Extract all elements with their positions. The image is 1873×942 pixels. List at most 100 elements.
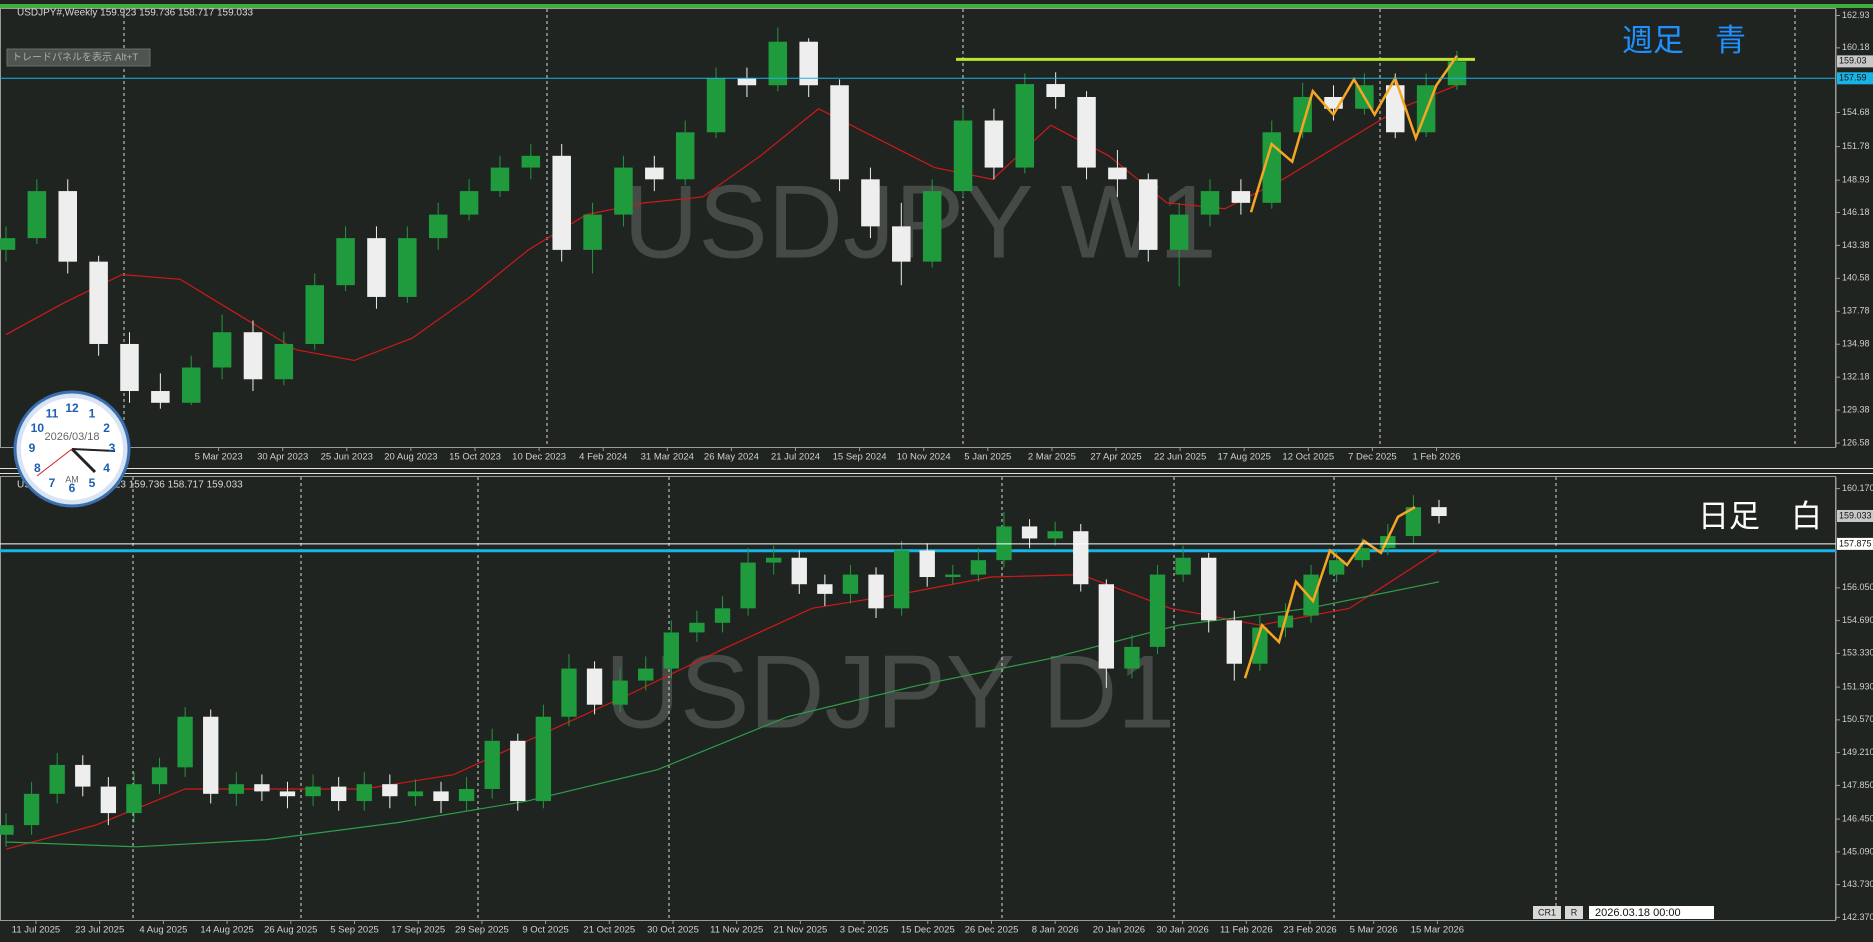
candle-body	[922, 191, 942, 262]
candle-body	[1139, 179, 1158, 250]
x-tick-label: 23 Jul 2025	[75, 925, 124, 936]
trend-drawing	[1249, 55, 1459, 213]
candle-body	[484, 740, 500, 790]
candle-body	[181, 367, 201, 403]
candle-body	[1231, 191, 1251, 203]
candle-body	[356, 784, 372, 802]
candle-body	[120, 343, 139, 392]
candle-body	[1201, 557, 1217, 621]
hour-hand	[70, 447, 97, 474]
y-tick-label: 132.18	[1842, 372, 1870, 382]
y-tick-label: 143.38	[1842, 240, 1870, 250]
clock-number: 12	[65, 401, 79, 415]
y-tick-label: 160.18	[1842, 42, 1870, 52]
x-tick-label: 15 Dec 2025	[901, 925, 955, 936]
candle-body	[1169, 214, 1189, 250]
candle-body	[1431, 507, 1447, 516]
x-tick-label: 1 Feb 2026	[1412, 452, 1460, 463]
candle-body	[791, 557, 807, 585]
candle-body	[1077, 97, 1096, 168]
clock-number: 9	[29, 441, 36, 455]
x-tick-label: 3 Dec 2025	[840, 925, 889, 936]
moving-average	[5, 581, 1440, 848]
y-tick-label: 146.450	[1842, 813, 1873, 823]
x-tick-label: 10 Dec 2023	[512, 452, 566, 463]
x-tick-label: 15 Oct 2023	[449, 452, 501, 463]
price-label-box	[1837, 537, 1873, 550]
candle-body	[842, 574, 859, 594]
status-mode: R	[1571, 907, 1578, 917]
candle-body	[459, 191, 479, 215]
candle-body	[1047, 531, 1063, 539]
candle-body	[893, 550, 910, 609]
candle-body	[706, 78, 726, 133]
price-label: 159.03	[1839, 56, 1867, 66]
x-tick-label: 20 Aug 2023	[384, 452, 437, 463]
x-tick-label: 30 Oct 2025	[647, 925, 699, 936]
candle-body	[561, 668, 577, 717]
candle-body	[382, 784, 398, 797]
clock-number: 2	[103, 421, 110, 435]
x-tick-label: 2 Mar 2025	[1028, 452, 1076, 463]
trade-panel-button[interactable]: トレードパネルを表示 Alt+T	[6, 48, 151, 67]
candle-body	[1447, 61, 1467, 86]
clock-number: 8	[34, 461, 41, 475]
price-label: 157.59	[1839, 73, 1867, 83]
y-tick-label: 154.68	[1842, 107, 1870, 117]
candle-body	[243, 332, 263, 380]
second-hand	[36, 448, 73, 477]
y-tick-label: 143.730	[1842, 879, 1873, 889]
active-border	[0, 4, 1873, 8]
candle-body	[861, 179, 880, 227]
y-tick-label: 145.090	[1842, 846, 1873, 856]
clock-ampm: AM	[65, 474, 79, 484]
candle-body	[279, 791, 296, 797]
x-tick-label: 5 Jan 2025	[964, 452, 1011, 463]
clock-number: 3	[109, 441, 116, 455]
price-label-box	[1837, 55, 1873, 68]
candle-body	[151, 391, 170, 403]
price-label-box	[1837, 72, 1873, 85]
y-tick-label: 153.330	[1842, 648, 1873, 658]
candle-body	[254, 784, 270, 792]
x-tick-label: 21 Jul 2024	[771, 452, 820, 463]
y-tick-label: 137.78	[1842, 306, 1870, 316]
status-bar: CR1 R 2026.03.18 00:00	[1533, 906, 1714, 919]
status-mode: CR1	[1538, 907, 1556, 917]
candle-body	[996, 526, 1012, 561]
minute-hand	[71, 448, 116, 452]
candle-body	[1108, 167, 1127, 180]
clock-number: 1	[89, 407, 96, 421]
x-tick-label: 11 Nov 2025	[710, 925, 763, 936]
candle-body	[1098, 584, 1115, 669]
candle-body	[521, 155, 541, 168]
x-tick-label: 21 Oct 2025	[583, 925, 635, 936]
y-tick-label: 148.93	[1842, 175, 1870, 185]
y-tick-label: 151.78	[1842, 141, 1870, 151]
x-tick-label: 8 Jan 2026	[1032, 925, 1079, 936]
clock-number: 4	[103, 461, 110, 475]
x-tick-label: 30 Jan 2026	[1156, 925, 1208, 936]
candle-body	[689, 622, 705, 633]
y-tick-label: 156.050	[1842, 582, 1873, 592]
candle-body	[663, 632, 679, 669]
candle-body	[510, 740, 526, 802]
x-tick-label: 22 Jun 2025	[1154, 452, 1206, 463]
price-label: 157.875	[1839, 538, 1872, 548]
y-tick-label: 140.58	[1842, 273, 1870, 283]
candle-body	[1073, 531, 1089, 585]
candle-body	[583, 214, 602, 250]
candle-body	[1175, 557, 1191, 575]
candle-body	[740, 562, 756, 609]
candle-body	[75, 764, 91, 787]
candle-body	[645, 167, 664, 180]
chart-title: USDJPY#,Daily 159.923 159.736 158.717 15…	[17, 480, 243, 491]
x-tick-label: 14 Aug 2025	[200, 925, 253, 936]
candle-body	[768, 41, 788, 86]
x-tick-label: 31 Mar 2024	[641, 452, 694, 463]
candle-body	[714, 608, 731, 623]
candle-body	[0, 825, 14, 835]
